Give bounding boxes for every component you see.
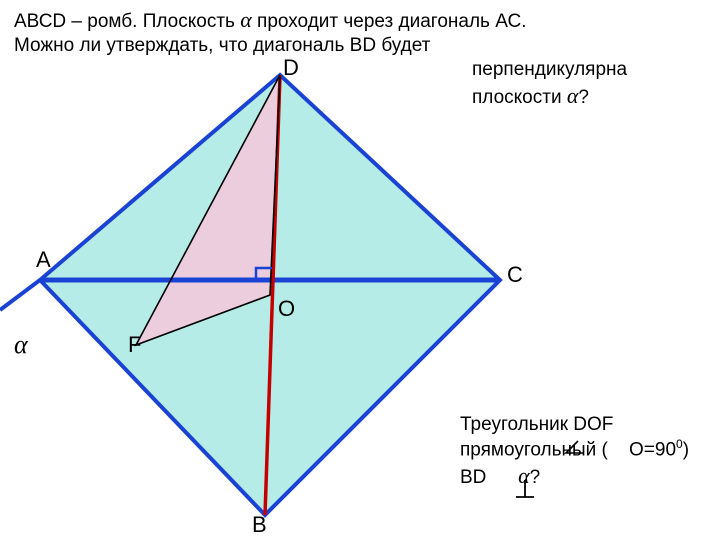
alpha-inline-1: α xyxy=(240,7,252,32)
problem-line1-post: проходит через диагональ АС. xyxy=(252,11,527,32)
tri-line1: Треугольник DOF xyxy=(460,414,613,435)
label-o: O xyxy=(278,296,295,322)
label-a: А xyxy=(36,247,51,273)
problem-line2: Можно ли утверждать, что диагональ ВD бу… xyxy=(14,35,430,56)
triangle-text: Треугольник DOF прямоугольный ( О=900) В… xyxy=(460,413,689,490)
tri-line2-pre: прямоугольный ( xyxy=(460,439,613,460)
label-d: D xyxy=(283,55,299,81)
plane-edge-left xyxy=(0,280,40,310)
alpha-plane-label: α xyxy=(14,330,28,360)
right-question: перпендикулярна плоскости α? xyxy=(472,58,627,110)
plane-word: плоскости xyxy=(472,87,567,108)
tri-line2-post: ) xyxy=(683,439,689,460)
tri-line2-sup: 0 xyxy=(676,437,683,451)
bd-post: ? xyxy=(530,467,541,488)
label-b: В xyxy=(252,512,267,538)
alpha-inline-2: α xyxy=(567,83,579,108)
perp-word: перпендикулярна xyxy=(472,59,627,80)
qmark: ? xyxy=(578,87,589,108)
alpha-inline-3: α xyxy=(518,463,530,488)
bd-pre: ВD xyxy=(460,467,486,488)
problem-line1-pre: АВСD – ромб. Плоскость xyxy=(14,11,240,32)
tri-line2-mid: О=90 xyxy=(629,439,676,460)
problem-text: АВСD – ромб. Плоскость α проходит через … xyxy=(14,6,714,58)
label-c: С xyxy=(507,262,523,288)
label-f: F xyxy=(128,332,141,358)
